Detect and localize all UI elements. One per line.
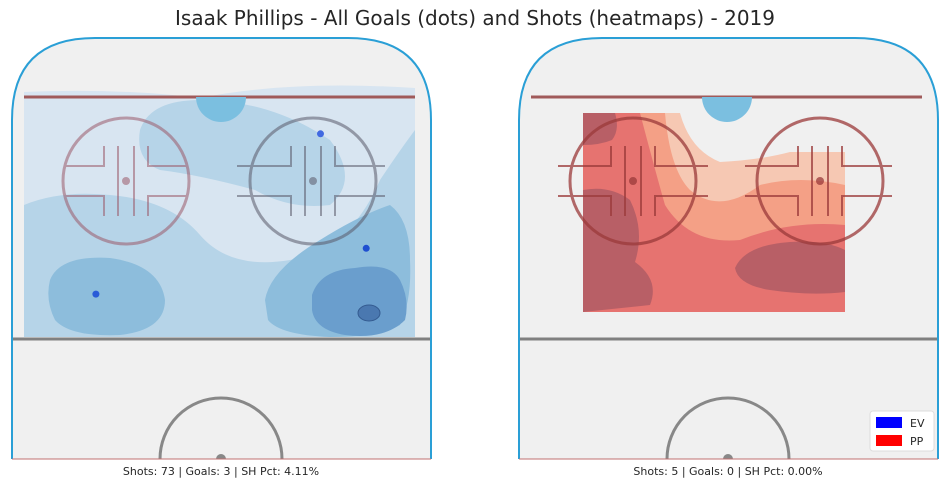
heatmap-level-2b	[139, 100, 345, 206]
goal-crease	[196, 97, 246, 122]
center-circle	[665, 396, 791, 460]
shot-heatmap-ev	[24, 85, 415, 338]
heatmap-level-4c	[735, 241, 845, 294]
legend-label-pp: PP	[910, 435, 924, 448]
caption-pp: Shots: 5 | Goals: 0 | SH Pct: 0.00%	[633, 465, 822, 478]
legend-label-ev: EV	[910, 417, 925, 430]
caption-ev: Shots: 73 | Goals: 3 | SH Pct: 4.11%	[123, 465, 319, 478]
boards	[11, 37, 432, 459]
heatmap-level-4b	[583, 188, 653, 312]
heatmap-level-4a	[583, 113, 617, 145]
faceoff-circle-right	[745, 116, 892, 246]
rink-pp: Shots: 5 | Goals: 0 | SH Pct: 0.00% EV P…	[518, 37, 939, 478]
heatmap-level-5	[357, 304, 381, 322]
legend-swatch-pp	[876, 435, 902, 446]
center-dot	[216, 454, 226, 459]
goal-crease	[702, 97, 752, 122]
goal-dot	[92, 290, 100, 298]
rink-ev: Shots: 73 | Goals: 3 | SH Pct: 4.11%	[11, 37, 432, 478]
figure-title: Isaak Phillips - All Goals (dots) and Sh…	[175, 6, 775, 30]
heatmap-level-4	[312, 266, 407, 336]
legend-swatch-ev	[876, 417, 902, 428]
faceoff-circle-left	[558, 116, 708, 246]
faceoff-circle-left	[61, 116, 191, 246]
faceoff-circle-right	[237, 116, 385, 246]
goal-dot	[362, 244, 370, 252]
legend: EV PP	[869, 410, 935, 452]
heatmap-level-3	[48, 257, 166, 336]
center-dot	[723, 454, 733, 459]
goal-dot	[317, 130, 324, 138]
boards	[518, 37, 939, 459]
shot-heatmap-pp	[583, 113, 845, 312]
goal-dots-ev	[92, 130, 370, 298]
center-circle	[158, 396, 284, 460]
